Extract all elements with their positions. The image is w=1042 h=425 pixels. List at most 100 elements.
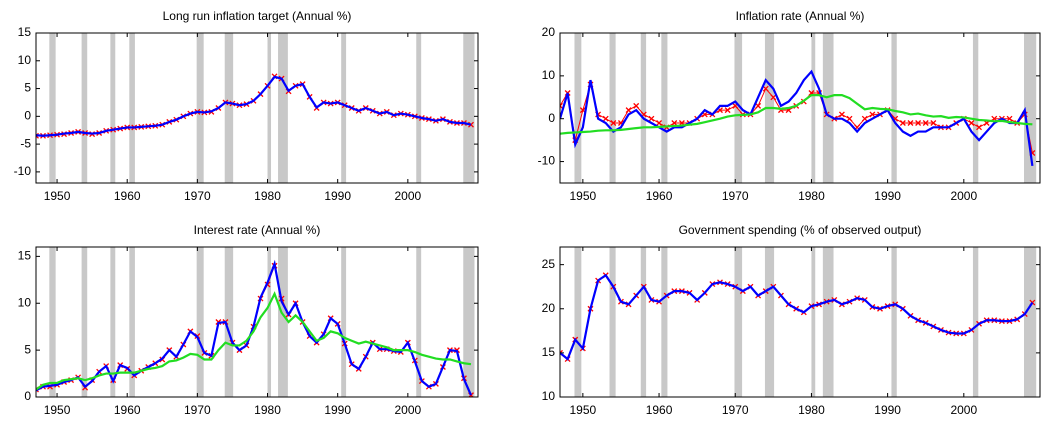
recession-band bbox=[341, 247, 347, 397]
series-line bbox=[36, 259, 472, 396]
y-tick-label: 10 bbox=[542, 389, 556, 403]
recession-band bbox=[609, 247, 616, 397]
series-line bbox=[560, 94, 1033, 135]
plot-frame bbox=[35, 246, 479, 398]
recession-band bbox=[463, 33, 475, 183]
series-line bbox=[560, 274, 1033, 360]
x-tick-label: 2000 bbox=[394, 189, 421, 203]
recession-band bbox=[267, 33, 272, 183]
recession-band bbox=[891, 33, 897, 183]
y-tick-label: 20 bbox=[542, 25, 556, 39]
recession-band bbox=[972, 247, 979, 397]
recession-band bbox=[734, 33, 743, 183]
x-marker bbox=[648, 115, 655, 122]
x-marker bbox=[610, 120, 617, 126]
x-tick-label: 1980 bbox=[254, 403, 281, 417]
x-marker bbox=[1006, 115, 1013, 122]
recession-band bbox=[764, 247, 775, 397]
x-tick-label: 1970 bbox=[184, 403, 211, 417]
recession-band bbox=[661, 247, 668, 397]
y-tick-label: 15 bbox=[542, 345, 556, 359]
y-tick-label: 0 bbox=[24, 109, 31, 123]
x-tick-label: 1980 bbox=[254, 189, 281, 203]
x-tick-label: 1960 bbox=[646, 189, 673, 203]
recession-band bbox=[463, 247, 475, 397]
x-tick-label: 1950 bbox=[44, 403, 71, 417]
y-tick-label: 10 bbox=[18, 53, 32, 67]
x-tick-label: 1960 bbox=[114, 403, 141, 417]
recession-band bbox=[81, 33, 88, 183]
plot-frame bbox=[35, 32, 479, 184]
x-tick-label: 1980 bbox=[798, 403, 825, 417]
recession-band bbox=[972, 33, 979, 183]
recession-band bbox=[129, 247, 135, 397]
recession-band bbox=[196, 247, 204, 397]
y-tick-label: 0 bbox=[24, 389, 31, 403]
recession-band bbox=[574, 247, 582, 397]
x-marker bbox=[468, 121, 474, 128]
x-marker bbox=[724, 107, 731, 114]
x-tick-label: 2000 bbox=[950, 403, 977, 417]
series-line bbox=[560, 69, 1034, 167]
recession-band bbox=[49, 33, 56, 183]
x-tick-label: 1970 bbox=[722, 403, 749, 417]
recession-band bbox=[822, 247, 834, 397]
recession-band bbox=[224, 247, 234, 397]
y-tick-label: -10 bbox=[14, 164, 32, 178]
y-tick-label: -10 bbox=[538, 154, 556, 168]
plot-frame bbox=[559, 32, 1041, 184]
x-marker bbox=[922, 120, 929, 126]
chart-title: Government spending (% of observed outpu… bbox=[679, 223, 922, 237]
y-tick-label: 15 bbox=[18, 25, 32, 39]
plot-area bbox=[36, 247, 475, 397]
recession-band bbox=[267, 247, 272, 397]
recession-band bbox=[574, 33, 582, 183]
x-marker bbox=[976, 124, 983, 131]
plot-area bbox=[560, 247, 1037, 397]
x-marker bbox=[899, 120, 906, 126]
recession-band bbox=[891, 247, 897, 397]
x-tick-label: 1990 bbox=[874, 403, 901, 417]
x-marker bbox=[907, 120, 914, 126]
x-marker bbox=[930, 120, 937, 126]
x-tick-label: 1960 bbox=[114, 189, 141, 203]
recession-band bbox=[49, 247, 56, 397]
y-tick-label: 5 bbox=[24, 342, 31, 356]
x-tick-label: 1970 bbox=[184, 189, 211, 203]
series-line bbox=[560, 273, 1034, 361]
x-marker bbox=[625, 107, 632, 114]
x-marker bbox=[671, 120, 678, 126]
x-tick-label: 1990 bbox=[874, 189, 901, 203]
x-tick-label: 1960 bbox=[646, 403, 673, 417]
y-tick-label: 10 bbox=[542, 68, 556, 82]
series-line bbox=[560, 82, 1033, 154]
x-marker bbox=[755, 102, 762, 109]
recession-band bbox=[416, 33, 422, 183]
recession-band bbox=[110, 33, 116, 183]
x-tick-label: 1990 bbox=[324, 189, 351, 203]
y-tick-label: -5 bbox=[20, 136, 31, 150]
x-marker bbox=[560, 102, 563, 109]
x-marker bbox=[869, 111, 876, 118]
x-marker bbox=[915, 120, 922, 126]
recession-band bbox=[278, 33, 288, 183]
x-marker bbox=[861, 115, 868, 122]
recession-band bbox=[1024, 33, 1037, 183]
x-tick-label: 1990 bbox=[324, 403, 351, 417]
y-tick-label: 20 bbox=[542, 301, 556, 315]
recession-band bbox=[416, 247, 422, 397]
x-marker bbox=[602, 115, 609, 122]
recession-band bbox=[196, 33, 204, 183]
recession-band bbox=[822, 33, 834, 183]
recession-band bbox=[811, 33, 816, 183]
recession-band bbox=[224, 33, 234, 183]
recession-band bbox=[129, 33, 135, 183]
recession-band bbox=[341, 33, 347, 183]
recession-band bbox=[661, 33, 668, 183]
x-marker bbox=[846, 115, 853, 122]
x-tick-label: 1980 bbox=[798, 189, 825, 203]
series-line bbox=[36, 291, 472, 391]
x-marker bbox=[633, 102, 640, 109]
x-marker bbox=[770, 94, 777, 101]
x-marker bbox=[762, 85, 769, 92]
